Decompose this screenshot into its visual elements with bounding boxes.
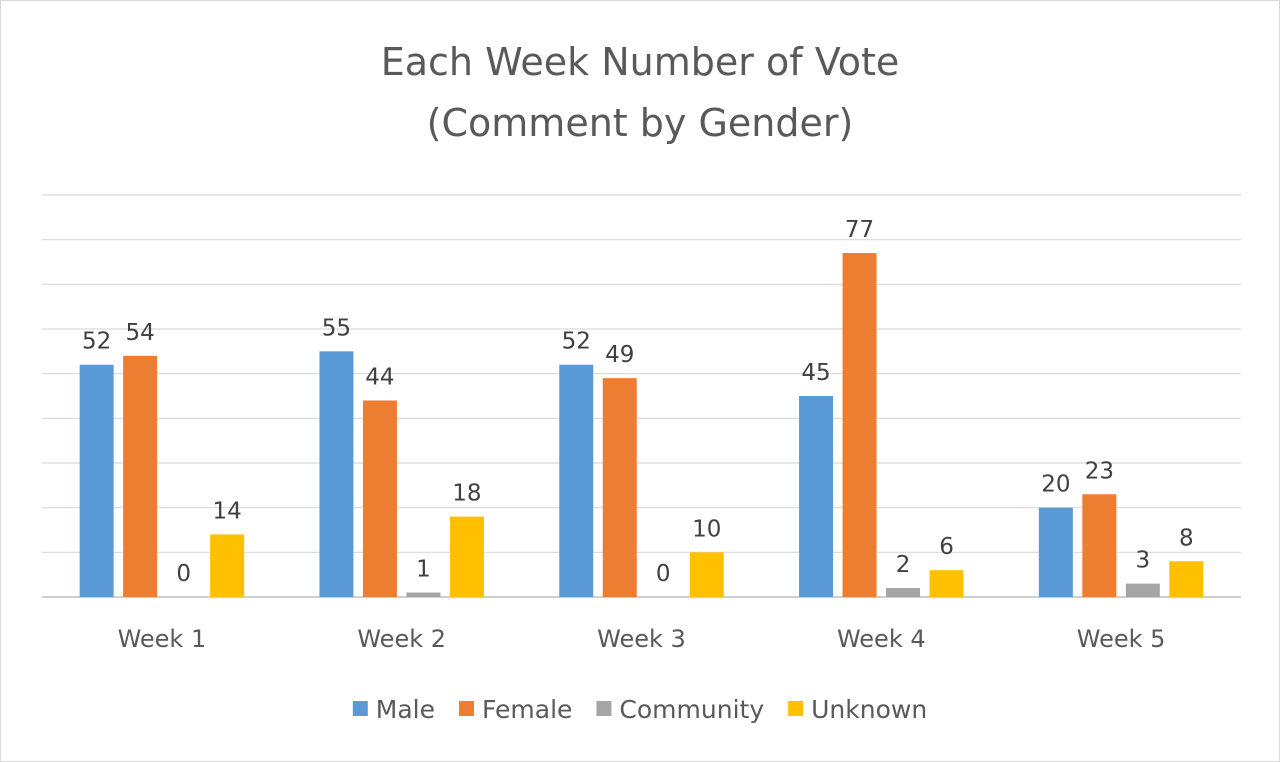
bar-unknown-week-2	[449, 516, 484, 597]
data-label: 8	[1179, 525, 1194, 551]
bar-community-week-2	[406, 592, 441, 597]
data-label: 0	[656, 561, 671, 587]
legend-label-male: Male	[376, 695, 435, 724]
data-label: 45	[801, 360, 830, 386]
x-tick-label: Week 2	[357, 625, 446, 653]
data-label: 18	[452, 481, 481, 507]
bar-female-week-4	[842, 253, 877, 598]
legend-swatch-unknown	[788, 701, 804, 716]
x-tick-label: Week 3	[597, 625, 686, 653]
bar-female-week-5	[1082, 494, 1117, 597]
x-axis-tick-labels: Week 1 Week 2 Week 3 Week 4 Week 5	[118, 625, 1166, 653]
bar-unknown-week-3	[689, 552, 724, 597]
bar-unknown-week-1	[210, 534, 245, 597]
bar-male-week-2	[319, 351, 354, 597]
data-label: 0	[176, 561, 191, 587]
legend-label-unknown: Unknown	[811, 695, 927, 724]
bar-unknown-week-4	[929, 570, 964, 597]
bar-female-week-2	[362, 400, 397, 597]
x-tick-label: Week 4	[837, 625, 926, 653]
data-label: 52	[82, 329, 111, 355]
chart-title-line-1: Each Week Number of Vote	[381, 40, 900, 84]
data-label: 2	[896, 552, 911, 578]
legend-swatch-community	[596, 701, 612, 716]
data-label: 14	[213, 498, 242, 524]
data-label: 54	[126, 320, 155, 346]
x-tick-label: Week 5	[1077, 625, 1166, 653]
legend-label-community: Community	[619, 695, 764, 724]
data-label: 6	[939, 534, 954, 560]
data-label: 10	[692, 516, 721, 542]
data-label: 1	[416, 557, 431, 583]
legend-swatch-female	[459, 701, 475, 716]
bar-female-week-1	[123, 355, 158, 597]
data-label: 23	[1085, 458, 1114, 484]
data-label: 49	[605, 342, 634, 368]
data-label: 77	[845, 217, 874, 243]
legend-swatch-male	[352, 701, 368, 716]
bar-male-week-4	[799, 396, 834, 597]
bar-male-week-5	[1038, 507, 1073, 597]
data-label: 52	[562, 329, 591, 355]
legend-label-female: Female	[482, 695, 572, 724]
bar-community-week-5	[1125, 583, 1160, 597]
data-label: 20	[1041, 472, 1070, 498]
legend: Male Female Community Unknown	[352, 695, 927, 724]
chart-title-line-2: (Comment by Gender)	[427, 101, 854, 145]
bar-male-week-3	[559, 364, 594, 597]
bar-female-week-3	[602, 378, 637, 597]
data-label: 55	[322, 315, 351, 341]
bars	[79, 253, 1204, 598]
chart-title: Each Week Number of Vote (Comment by Gen…	[381, 40, 900, 145]
data-labels: 52 54 0 14 55 44 1 18 52 49 0 10 45 77 2 6 20 23 3 8	[82, 217, 1194, 587]
bar-community-week-4	[886, 588, 921, 597]
data-label: 44	[365, 364, 394, 390]
bar-male-week-1	[79, 364, 114, 597]
x-tick-label: Week 1	[118, 625, 207, 653]
data-label: 3	[1136, 548, 1151, 574]
bar-unknown-week-5	[1169, 561, 1204, 597]
